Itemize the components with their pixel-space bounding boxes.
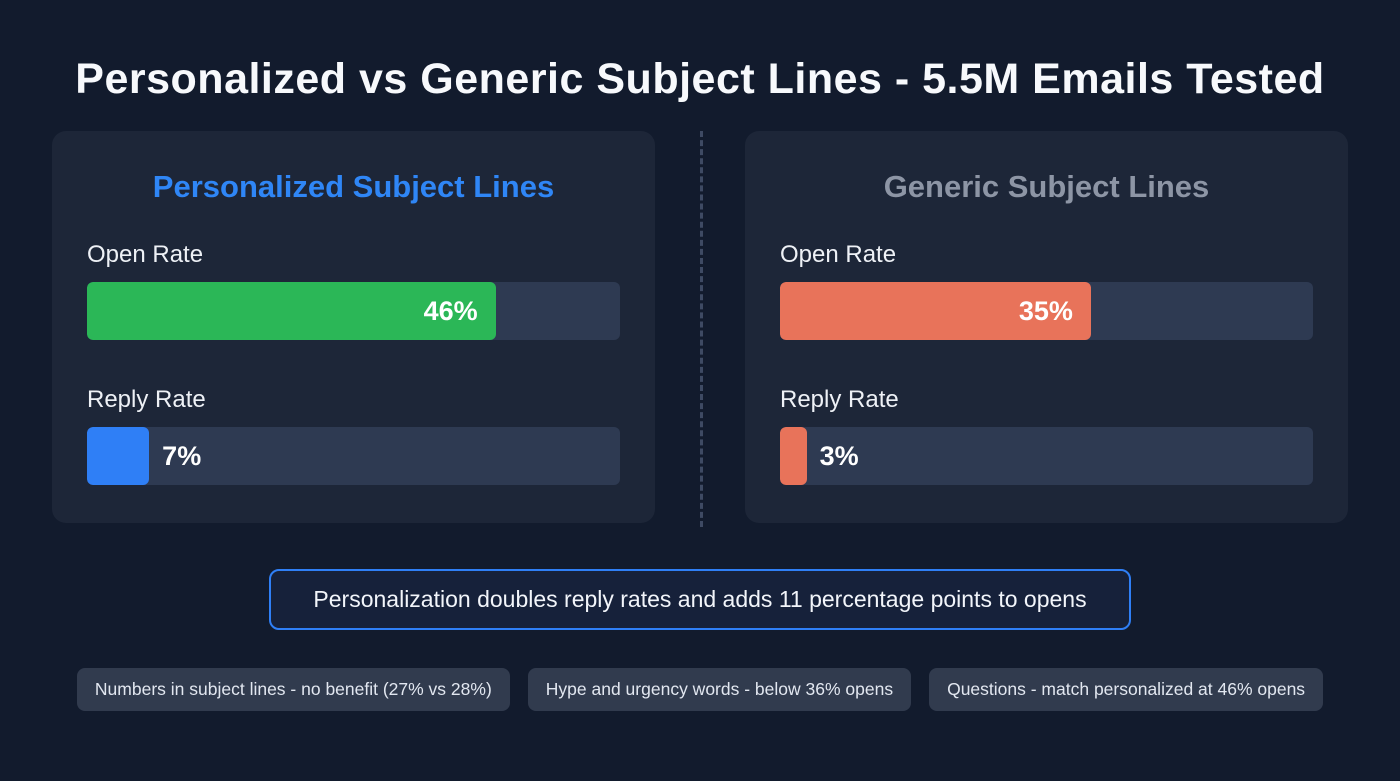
personalized-open-rate-metric: Open Rate 46%: [87, 241, 620, 340]
infographic: Personalized vs Generic Subject Lines - …: [0, 55, 1400, 781]
personalized-reply-rate-bar-track: 7%: [87, 427, 620, 485]
personalized-card-title: Personalized Subject Lines: [152, 169, 555, 204]
badge-numbers-in-subject-lines: Numbers in subject lines - no benefit (2…: [76, 668, 510, 711]
page-title: Personalized vs Generic Subject Lines - …: [75, 55, 1325, 103]
badge-hype-urgency-words: Hype and urgency words - below 36% opens: [527, 668, 912, 711]
footnote-badges: Numbers in subject lines - no benefit (2…: [0, 668, 1400, 711]
bar-value: 46%: [423, 295, 478, 326]
personalized-reply-rate-bar-fill: [87, 427, 150, 485]
personalized-card: Personalized Subject Lines Open Rate 46%…: [52, 131, 655, 523]
metric-label: Open Rate: [87, 241, 204, 268]
generic-reply-rate-bar-track: 3%: [780, 427, 1313, 485]
badge-questions: Questions - match personalized at 46% op…: [929, 668, 1324, 711]
generic-card-title: Generic Subject Lines: [883, 169, 1210, 204]
personalized-open-rate-bar-track: 46%: [87, 282, 620, 340]
bar-value: 7%: [162, 440, 202, 471]
dashed-divider: [655, 131, 745, 527]
generic-open-rate-bar-track: 35%: [780, 282, 1313, 340]
generic-reply-rate-bar-fill: [780, 427, 807, 485]
bar-value: 35%: [1018, 295, 1073, 326]
metric-label: Reply Rate: [780, 386, 899, 413]
metric-label: Reply Rate: [87, 386, 206, 413]
comparison-row: Personalized Subject Lines Open Rate 46%…: [0, 131, 1400, 527]
metric-label: Open Rate: [780, 241, 897, 268]
bar-value: 3%: [819, 440, 859, 471]
insight-callout: Personalization doubles reply rates and …: [269, 569, 1131, 630]
generic-reply-rate-metric: Reply Rate 3%: [780, 386, 1313, 485]
generic-open-rate-bar-fill: 35%: [780, 282, 1091, 340]
personalized-reply-rate-metric: Reply Rate 7%: [87, 386, 620, 485]
generic-open-rate-metric: Open Rate 35%: [780, 241, 1313, 340]
generic-card: Generic Subject Lines Open Rate 35% Repl…: [745, 131, 1348, 523]
personalized-open-rate-bar-fill: 46%: [87, 282, 496, 340]
